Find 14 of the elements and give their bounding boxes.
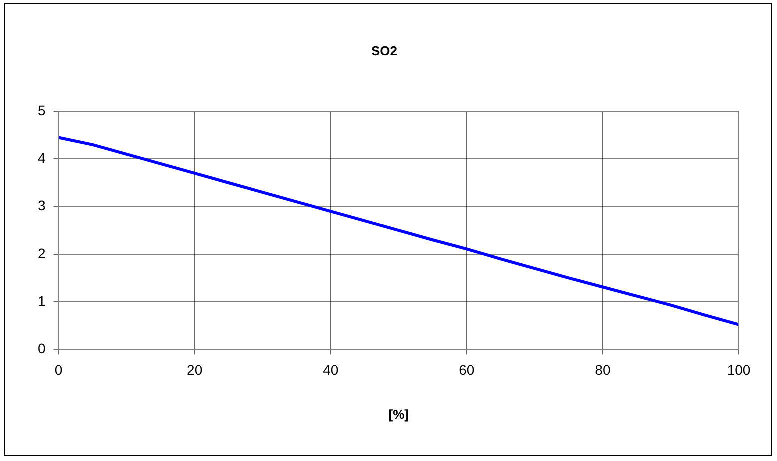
x-tick-label: 60 [459, 362, 475, 378]
y-tick-label: 2 [38, 245, 46, 262]
x-tick-label: 20 [187, 362, 203, 378]
x-tick-label: 100 [727, 362, 751, 378]
x-axis-title: [%] [388, 406, 409, 422]
y-tick-label: 0 [38, 340, 46, 356]
chart-title: SO2 [371, 43, 398, 58]
y-tick-label: 1 [38, 292, 46, 309]
x-tick-label: 80 [595, 362, 611, 378]
x-tick-label: 0 [54, 362, 63, 378]
y-tick-label: 3 [38, 198, 46, 214]
x-tick-label: 40 [323, 362, 339, 378]
y-tick-label: 5 [38, 102, 46, 118]
y-tick-label: 4 [38, 150, 46, 166]
